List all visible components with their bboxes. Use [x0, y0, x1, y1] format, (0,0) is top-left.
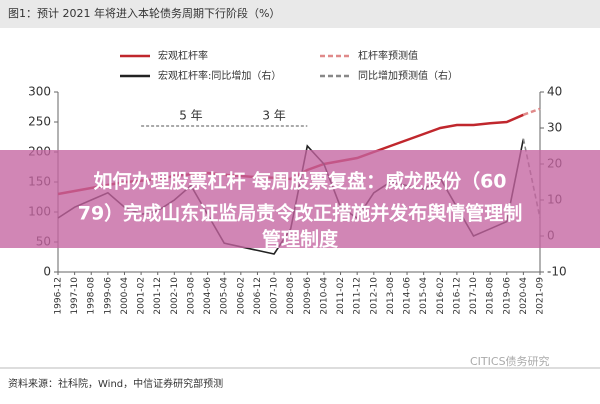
legend-label: 宏观杠杆率:同比增加（右） — [158, 69, 281, 82]
x-tick-label: 2016-12 — [452, 277, 462, 315]
x-tick-label: 2021-09 — [536, 277, 546, 315]
series-line — [522, 107, 541, 116]
x-tick-label: 2018-08 — [486, 277, 496, 315]
y-tick-label: 0 — [43, 265, 51, 279]
x-tick-label: 2009-06 — [303, 277, 313, 315]
overlay-band — [0, 150, 600, 248]
x-tick-label: 1999-06 — [103, 277, 113, 315]
source: 资料来源：社科院，Wind，中信证券研究部预测 — [8, 377, 223, 390]
y-tick-label: 300 — [28, 85, 51, 99]
legend-label: 同比增加预测值（右） — [358, 69, 458, 82]
x-tick-label: 2004-06 — [203, 277, 213, 315]
annotation: 5 年 — [179, 109, 202, 123]
annotation: 3 年 — [262, 109, 285, 123]
overlay-line: 管理制度 — [262, 228, 339, 251]
x-tick-label: 1997-10 — [70, 277, 80, 315]
chart-title: 图1：预计 2021 年将进入本轮债务周期下行阶段（%） — [8, 6, 280, 20]
x-tick-label: 2006-02 — [236, 277, 246, 315]
x-tick-label: 2014-06 — [403, 277, 413, 315]
watermark: CITICS债务研究 — [470, 354, 550, 368]
overlay-line: 79）完成山东证监局责令改正措施并发布舆情管理制 — [78, 202, 522, 225]
overlay-line: 如何办理股票杠杆 每周股票复盘：威龙股份（60 — [93, 170, 506, 193]
x-tick-label: 1998-08 — [87, 277, 97, 315]
x-tick-label: 2020-04 — [519, 277, 529, 315]
x-tick-label: 2005-04 — [220, 277, 230, 315]
x-tick-label: 2011-12 — [353, 277, 363, 315]
x-tick-label: 2003-08 — [186, 277, 196, 315]
y2-tick-label: -10 — [547, 265, 567, 279]
x-tick-label: 1996-12 — [54, 277, 64, 315]
x-tick-label: 2006-12 — [253, 277, 263, 315]
x-tick-label: 2017-10 — [469, 277, 479, 315]
title-bar — [0, 0, 600, 28]
x-tick-label: 2011-02 — [336, 277, 346, 315]
x-tick-label: 2000-04 — [120, 277, 130, 315]
x-tick-label: 2001-12 — [153, 277, 163, 315]
x-tick-label: 2012-10 — [369, 277, 379, 315]
x-tick-label: 2019-06 — [502, 277, 512, 315]
y2-tick-label: 40 — [547, 85, 562, 99]
y2-tick-label: 30 — [547, 121, 562, 135]
x-tick-label: 2013-08 — [386, 277, 396, 315]
x-tick-label: 2015-04 — [419, 277, 429, 315]
x-tick-label: 2016-02 — [436, 277, 446, 315]
x-tick-label: 2008-08 — [286, 277, 296, 315]
x-tick-label: 2001-02 — [137, 277, 147, 315]
legend-label: 杠杆率预测值 — [358, 49, 418, 62]
y-tick-label: 250 — [28, 115, 51, 129]
x-tick-label: 2010-04 — [319, 277, 329, 315]
x-tick-label: 2007-10 — [270, 277, 280, 315]
legend-label: 宏观杠杆率 — [158, 49, 208, 62]
x-tick-label: 2002-10 — [170, 277, 180, 315]
